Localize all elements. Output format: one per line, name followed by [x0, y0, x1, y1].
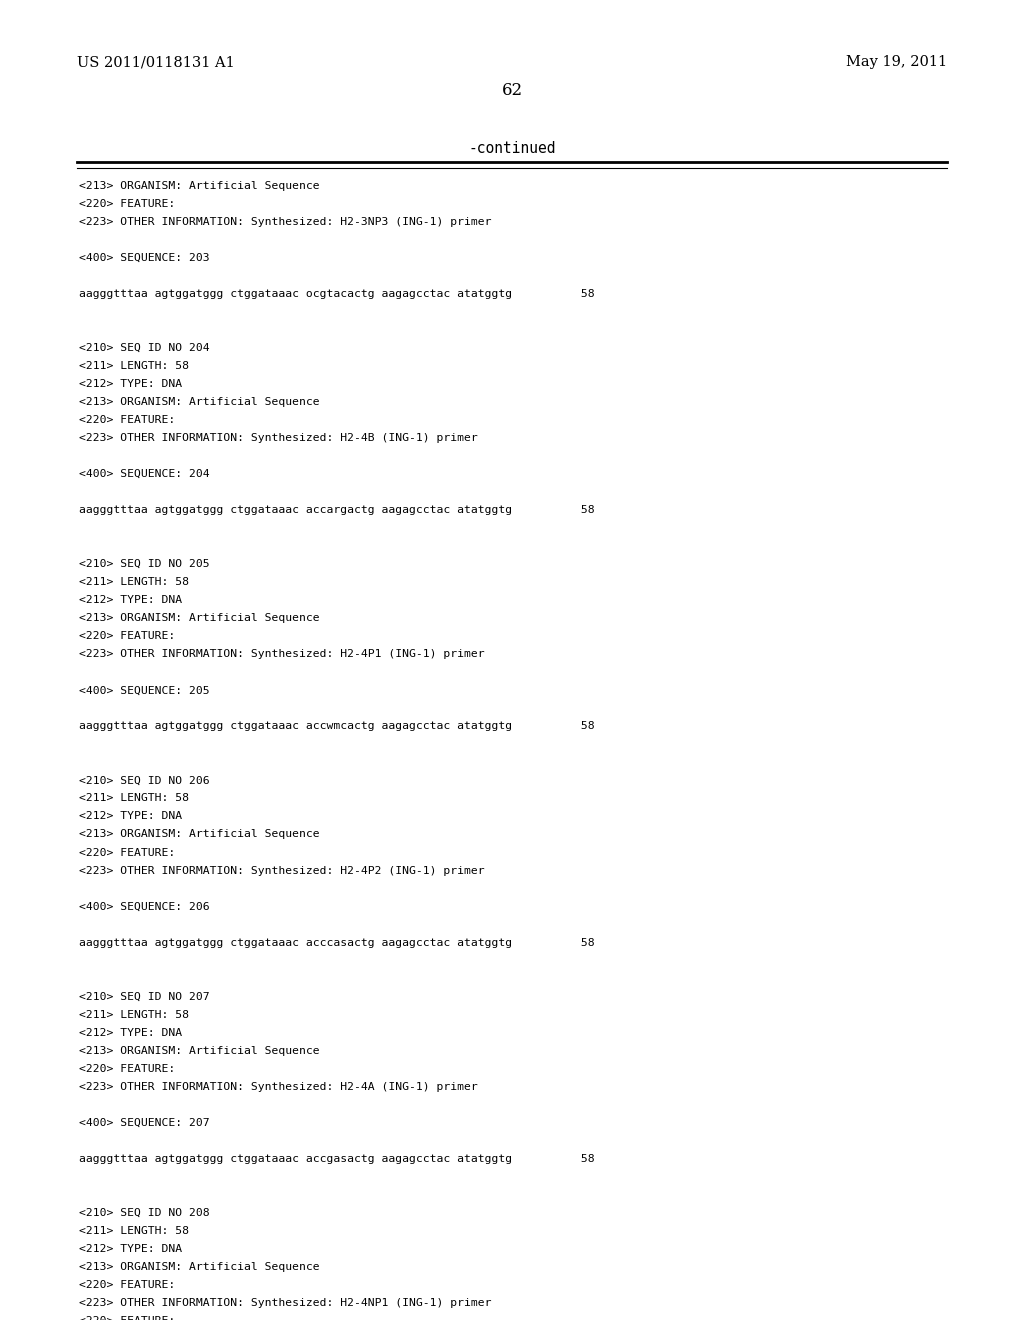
Text: <210> SEQ ID NO 205: <210> SEQ ID NO 205 [79, 560, 210, 569]
Text: <211> LENGTH: 58: <211> LENGTH: 58 [79, 362, 188, 371]
Text: <212> TYPE: DNA: <212> TYPE: DNA [79, 379, 182, 389]
Text: aagggtttaa agtggatggg ctggataaac accgasactg aagagcctac atatggtg          58: aagggtttaa agtggatggg ctggataaac accgasa… [79, 1154, 595, 1164]
Text: <213> ORGANISM: Artificial Sequence: <213> ORGANISM: Artificial Sequence [79, 1262, 319, 1272]
Text: 62: 62 [502, 82, 522, 99]
Text: aagggtttaa agtggatggg ctggataaac accargactg aagagcctac atatggtg          58: aagggtttaa agtggatggg ctggataaac accarga… [79, 506, 595, 515]
Text: <400> SEQUENCE: 205: <400> SEQUENCE: 205 [79, 685, 210, 696]
Text: <220> FEATURE:: <220> FEATURE: [79, 414, 175, 425]
Text: <210> SEQ ID NO 208: <210> SEQ ID NO 208 [79, 1208, 210, 1218]
Text: <400> SEQUENCE: 203: <400> SEQUENCE: 203 [79, 253, 210, 263]
Text: <212> TYPE: DNA: <212> TYPE: DNA [79, 595, 182, 606]
Text: <400> SEQUENCE: 204: <400> SEQUENCE: 204 [79, 469, 210, 479]
Text: <223> OTHER INFORMATION: Synthesized: H2-4P1 (ING-1) primer: <223> OTHER INFORMATION: Synthesized: H2… [79, 649, 484, 659]
Text: <213> ORGANISM: Artificial Sequence: <213> ORGANISM: Artificial Sequence [79, 829, 319, 840]
Text: <212> TYPE: DNA: <212> TYPE: DNA [79, 1028, 182, 1038]
Text: -continued: -continued [468, 141, 556, 156]
Text: <223> OTHER INFORMATION: Synthesized: H2-4B (ING-1) primer: <223> OTHER INFORMATION: Synthesized: H2… [79, 433, 477, 444]
Text: <211> LENGTH: 58: <211> LENGTH: 58 [79, 1010, 188, 1019]
Text: <210> SEQ ID NO 207: <210> SEQ ID NO 207 [79, 991, 210, 1002]
Text: aagggtttaa agtggatggg ctggataaac ocgtacactg aagagcctac atatggtg          58: aagggtttaa agtggatggg ctggataaac ocgtaca… [79, 289, 595, 298]
Text: <212> TYPE: DNA: <212> TYPE: DNA [79, 1243, 182, 1254]
Text: <220> FEATURE:: <220> FEATURE: [79, 1064, 175, 1073]
Text: <210> SEQ ID NO 204: <210> SEQ ID NO 204 [79, 343, 210, 352]
Text: <213> ORGANISM: Artificial Sequence: <213> ORGANISM: Artificial Sequence [79, 1045, 319, 1056]
Text: <213> ORGANISM: Artificial Sequence: <213> ORGANISM: Artificial Sequence [79, 397, 319, 407]
Text: <211> LENGTH: 58: <211> LENGTH: 58 [79, 793, 188, 804]
Text: <223> OTHER INFORMATION: Synthesized: H2-4P2 (ING-1) primer: <223> OTHER INFORMATION: Synthesized: H2… [79, 866, 484, 875]
Text: <220> FEATURE:: <220> FEATURE: [79, 847, 175, 858]
Text: <212> TYPE: DNA: <212> TYPE: DNA [79, 812, 182, 821]
Text: <223> OTHER INFORMATION: Synthesized: H2-4NP1 (ING-1) primer: <223> OTHER INFORMATION: Synthesized: H2… [79, 1298, 492, 1308]
Text: <210> SEQ ID NO 206: <210> SEQ ID NO 206 [79, 775, 210, 785]
Text: <220> FEATURE:: <220> FEATURE: [79, 631, 175, 642]
Text: May 19, 2011: May 19, 2011 [846, 55, 947, 70]
Text: <400> SEQUENCE: 206: <400> SEQUENCE: 206 [79, 902, 210, 912]
Text: aagggtttaa agtggatggg ctggataaac accwmcactg aagagcctac atatggtg          58: aagggtttaa agtggatggg ctggataaac accwmca… [79, 722, 595, 731]
Text: <220> FEATURE:: <220> FEATURE: [79, 1280, 175, 1290]
Text: <211> LENGTH: 58: <211> LENGTH: 58 [79, 577, 188, 587]
Text: <400> SEQUENCE: 207: <400> SEQUENCE: 207 [79, 1118, 210, 1127]
Text: <220> FEATURE:: <220> FEATURE: [79, 1316, 175, 1320]
Text: <213> ORGANISM: Artificial Sequence: <213> ORGANISM: Artificial Sequence [79, 614, 319, 623]
Text: <211> LENGTH: 58: <211> LENGTH: 58 [79, 1226, 188, 1236]
Text: <213> ORGANISM: Artificial Sequence: <213> ORGANISM: Artificial Sequence [79, 181, 319, 191]
Text: <223> OTHER INFORMATION: Synthesized: H2-3NP3 (ING-1) primer: <223> OTHER INFORMATION: Synthesized: H2… [79, 216, 492, 227]
Text: US 2011/0118131 A1: US 2011/0118131 A1 [77, 55, 234, 70]
Text: aagggtttaa agtggatggg ctggataaac acccasactg aagagcctac atatggtg          58: aagggtttaa agtggatggg ctggataaac acccasa… [79, 937, 595, 948]
Text: <223> OTHER INFORMATION: Synthesized: H2-4A (ING-1) primer: <223> OTHER INFORMATION: Synthesized: H2… [79, 1082, 477, 1092]
Text: <220> FEATURE:: <220> FEATURE: [79, 199, 175, 209]
